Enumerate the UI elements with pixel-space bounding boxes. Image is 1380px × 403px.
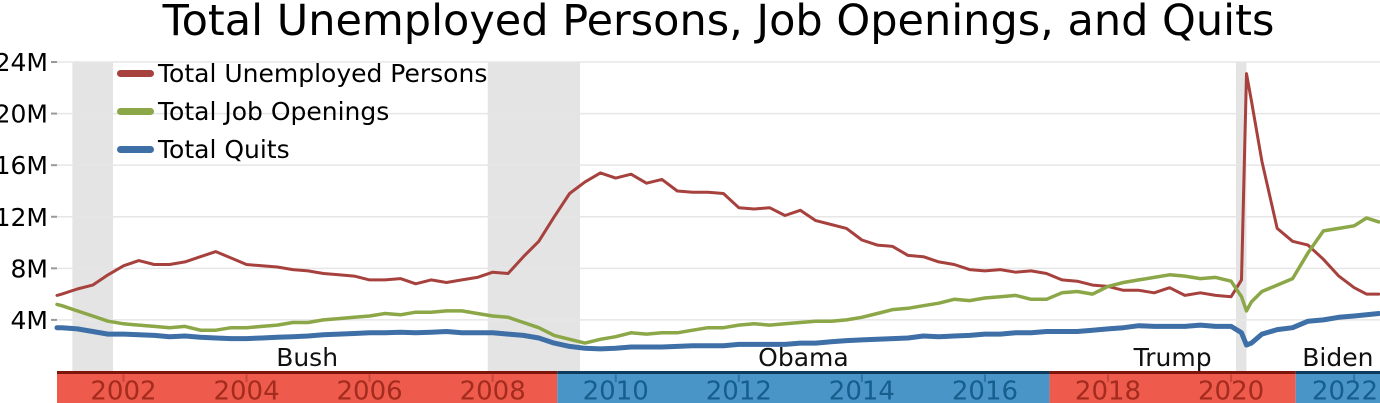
legend-label-quits: Total Quits (158, 134, 290, 164)
year-axis: 2002 2004 2006 2008 2010 2012 2014 2016 2018 2020… (90, 374, 1378, 403)
legend-item-unemployed: Total Unemployed Persons (117, 54, 487, 92)
y-tick-label: 4M (11, 306, 48, 335)
legend-label-unemployed: Total Unemployed Persons (158, 58, 488, 88)
year-label-2016: 2016 (952, 377, 1018, 403)
year-label-2008: 2008 (460, 377, 526, 403)
party-band-border-bush (57, 371, 558, 374)
chart-title: Total Unemployed Persons, Job Openings, … (162, 0, 1275, 46)
year-label-2012: 2012 (706, 377, 772, 403)
legend-swatch-job-openings-icon (117, 107, 154, 115)
legend-item-quits: Total Quits (117, 130, 487, 168)
legend-swatch-unemployed-icon (117, 69, 154, 77)
legend: Total Unemployed Persons Total Job Openi… (117, 54, 487, 168)
president-label-biden: Biden (1302, 343, 1373, 372)
y-tick-label: 24M (0, 48, 48, 77)
legend-label-job-openings: Total Job Openings (158, 96, 390, 126)
party-band-trump (1049, 374, 1296, 403)
president-label-trump: Trump (1133, 343, 1212, 372)
y-tick-label: 8M (11, 254, 48, 283)
series-line-total-job-openings (55, 216, 1380, 345)
year-label-2014: 2014 (829, 377, 895, 403)
year-label-2020: 2020 (1198, 377, 1264, 403)
gridlines: 4M 8M 12M 16M 20M 24M (0, 48, 1380, 335)
year-label-2010: 2010 (583, 377, 649, 403)
party-band-border-obama (557, 371, 1050, 374)
year-label-2002: 2002 (90, 377, 156, 403)
series-lines (54, 72, 1380, 352)
year-label-2018: 2018 (1075, 377, 1141, 403)
series-line-total-quits (54, 311, 1380, 352)
president-label-bush: Bush (276, 343, 338, 372)
party-band-border-biden (1295, 371, 1380, 374)
y-tick-label: 20M (0, 100, 48, 129)
y-tick-label: 16M (0, 151, 48, 180)
series-line-total-unemployed-persons (55, 72, 1380, 299)
party-band-bush (57, 374, 558, 403)
president-timeline: Bush Obama Trump Biden (57, 343, 1380, 403)
year-label-2006: 2006 (337, 377, 403, 403)
party-band-border-trump (1049, 371, 1296, 374)
party-band-obama (557, 374, 1050, 403)
year-label-2004: 2004 (213, 377, 279, 403)
y-tick-label: 12M (0, 203, 48, 232)
legend-item-job-openings: Total Job Openings (117, 92, 487, 130)
legend-swatch-quits-icon (117, 145, 154, 153)
year-label-2022: 2022 (1312, 377, 1378, 403)
party-band-biden (1295, 374, 1380, 403)
president-label-obama: Obama (758, 343, 849, 372)
